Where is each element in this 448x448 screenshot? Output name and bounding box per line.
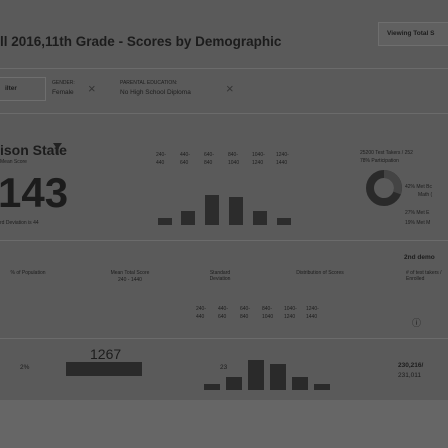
range-label: 1240-	[276, 152, 289, 158]
range-label: 1040	[228, 160, 240, 166]
range-label: 440	[196, 314, 205, 320]
mean-bar	[66, 362, 142, 376]
col-header: # of test takers / Enrolled	[406, 270, 442, 282]
row-sd: 23	[220, 364, 228, 371]
histogram	[158, 195, 291, 225]
col-header: 240 - 1440	[118, 277, 142, 283]
takers: 25200 Test Takers / 252	[360, 150, 413, 156]
viewing-selector[interactable]: Viewing Total S	[378, 22, 448, 46]
range-label: 1240	[252, 160, 264, 166]
range-label: 640	[218, 314, 227, 320]
divider	[0, 338, 448, 339]
chip[interactable]: PARENTAL EDUCATION: No High School Diplo…	[114, 77, 246, 99]
section-title: 2nd demo	[404, 254, 435, 261]
chip-value: No High School Diploma	[120, 89, 191, 96]
range-label: 640-	[204, 152, 215, 158]
range-label: 1440	[276, 160, 288, 166]
chip-remove[interactable]: ×	[226, 81, 234, 96]
mean-score: 143	[0, 169, 69, 216]
range-label: 1040	[262, 314, 274, 320]
range-label: 1240-	[306, 306, 319, 312]
row-enrolled: 231,011	[398, 372, 422, 379]
chip-remove[interactable]: ×	[88, 81, 96, 96]
col-header: Mean Total Score	[110, 270, 150, 276]
range-label: 640	[180, 160, 189, 166]
range-label: 240-	[156, 152, 167, 158]
footer-band	[0, 400, 448, 448]
range-label: 1040-	[252, 152, 265, 158]
range-label: 440-	[218, 306, 229, 312]
filter-icon[interactable]	[53, 143, 63, 155]
divider	[0, 240, 448, 241]
legend-item: Math (	[418, 192, 433, 198]
divider	[0, 113, 448, 114]
chip-label: GENDER:	[52, 80, 75, 86]
row-mean: 1267	[90, 346, 122, 362]
range-label: 440-	[180, 152, 191, 158]
range-label: 840-	[262, 306, 273, 312]
range-label: 840	[204, 160, 213, 166]
divider	[0, 68, 448, 69]
title: ll 2016,11th Grade - Scores by Demograph…	[0, 34, 282, 49]
range-label: 1040-	[284, 306, 297, 312]
range-label: 240-	[196, 306, 207, 312]
donut	[366, 170, 402, 206]
range-label: 440	[156, 160, 165, 166]
row-histogram	[204, 360, 330, 390]
row-takers: 230,216/	[398, 362, 424, 369]
range-label: 840	[240, 314, 249, 320]
mean-label: Mean Score	[0, 159, 27, 165]
chip-value: Female	[52, 89, 74, 96]
info-icon[interactable]: ⓘ	[412, 318, 422, 328]
legend-item: 19% Met M	[405, 220, 431, 226]
range-label: 1440	[306, 314, 318, 320]
sd-text: rd Deviation is 44	[0, 220, 39, 226]
range-label: 840-	[228, 152, 239, 158]
population: 2%	[20, 364, 30, 371]
range-label: 640-	[240, 306, 251, 312]
participation: 78% Participation	[360, 158, 399, 164]
state-title: ison State	[0, 142, 67, 158]
col-header: Standard Deviation	[209, 270, 231, 282]
chip-label: PARENTAL EDUCATION:	[120, 80, 178, 86]
range-label: 1240	[284, 314, 296, 320]
chip[interactable]: GENDER: Female ×	[46, 77, 108, 99]
legend-item: 42% Met Bc	[405, 184, 432, 190]
col-header: Distribution of Scores	[296, 270, 344, 276]
col-header: % of Population	[10, 270, 46, 276]
filter-button[interactable]: ilter	[0, 77, 46, 101]
legend-item: 27% Met E	[405, 210, 430, 216]
